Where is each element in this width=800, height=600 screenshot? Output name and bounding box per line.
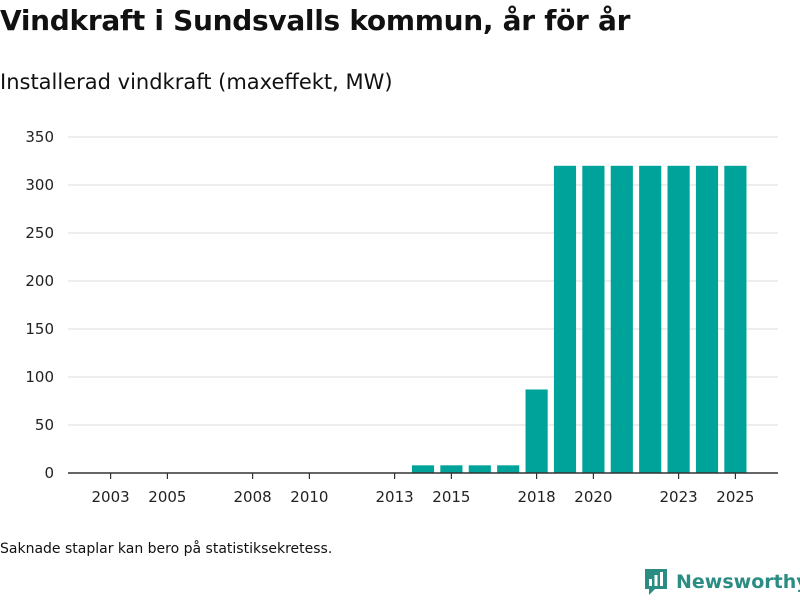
bars [411, 165, 747, 474]
bar [440, 465, 463, 473]
y-tick-label: 0 [44, 464, 54, 482]
bar [582, 165, 605, 474]
y-axis-tick-labels: 0 50 100 150 200 250 300 350 [25, 128, 54, 482]
y-tick-label: 150 [25, 320, 54, 338]
x-tick-label: 2018 [518, 488, 556, 506]
newsworthy-logo-icon [645, 569, 667, 595]
x-tick-label: 2008 [234, 488, 272, 506]
y-tick-label: 250 [25, 224, 54, 242]
bar [639, 165, 662, 474]
x-tick-label: 2015 [432, 488, 470, 506]
bar [468, 465, 491, 473]
x-tick-label: 2013 [376, 488, 414, 506]
footnote: Saknade staplar kan bero på statistiksek… [0, 541, 333, 557]
x-tick-label: 2003 [92, 488, 130, 506]
x-tick-label: 2005 [148, 488, 186, 506]
bar [553, 165, 577, 474]
y-tick-label: 100 [25, 368, 54, 386]
bar [411, 465, 435, 473]
y-tick-label: 50 [35, 416, 54, 434]
y-tick-label: 300 [25, 176, 54, 194]
bar [667, 165, 690, 474]
x-tick-label: 2025 [716, 488, 754, 506]
x-tick-label: 2023 [660, 488, 698, 506]
x-tick-label: 2010 [290, 488, 328, 506]
bar [497, 465, 520, 473]
x-tick-label: 2020 [574, 488, 612, 506]
bar [695, 165, 719, 474]
y-tick-label: 200 [25, 272, 54, 290]
brand-name: Newsworthy [676, 571, 800, 593]
bar [610, 165, 633, 474]
y-tick-label: 350 [25, 128, 54, 146]
brand-logo: Newsworthy [644, 568, 800, 596]
bar [724, 165, 747, 474]
bar [525, 389, 548, 473]
chart-subtitle: Installerad vindkraft (maxeffekt, MW) [0, 70, 393, 94]
chart-title: Vindkraft i Sundsvalls kommun, år för år [0, 4, 631, 37]
x-axis-ticks: 2003 2005 2008 2010 2013 2015 2018 2020 2023 2025 [92, 473, 754, 506]
